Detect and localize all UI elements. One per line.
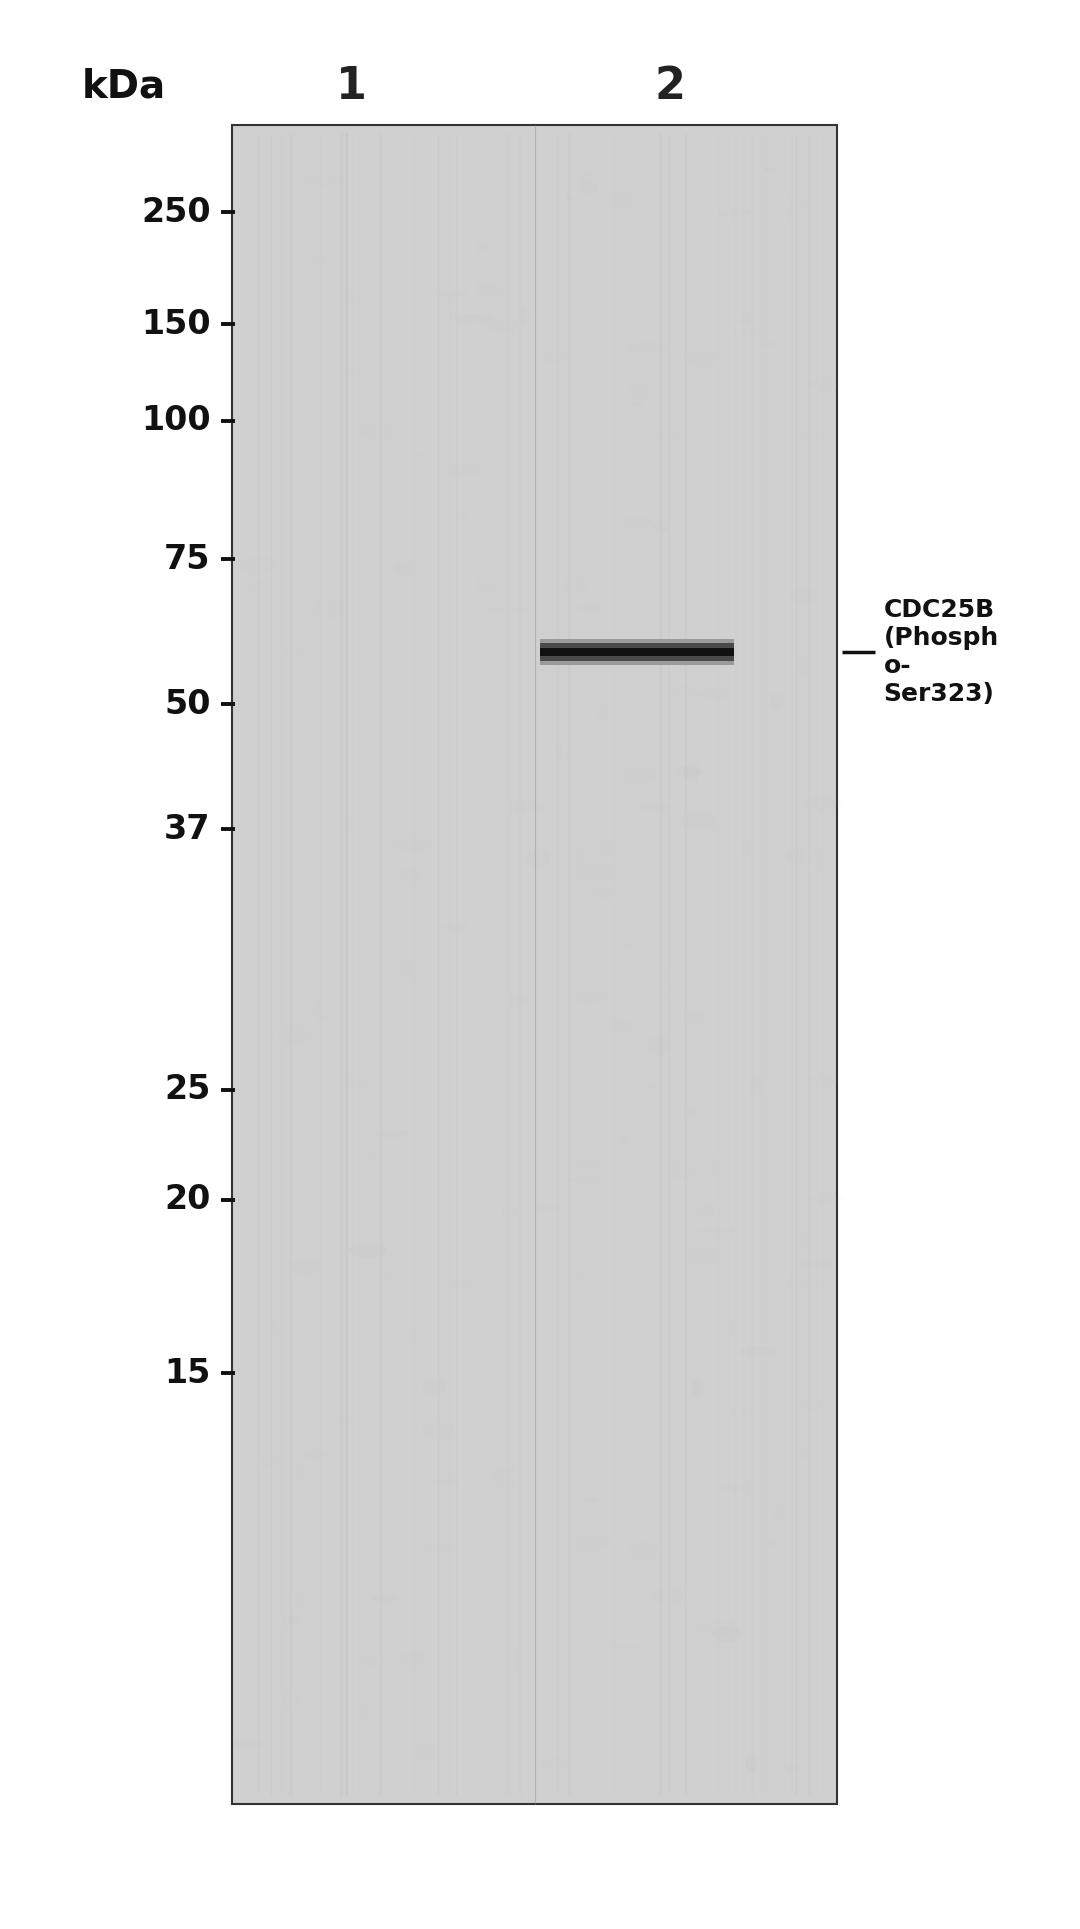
Text: kDa: kDa (82, 68, 166, 106)
Ellipse shape (785, 849, 804, 864)
Ellipse shape (711, 1626, 743, 1644)
Bar (540, 656, 734, 664)
Text: 2: 2 (654, 66, 685, 108)
Ellipse shape (232, 1738, 262, 1748)
Ellipse shape (740, 1346, 779, 1358)
Ellipse shape (509, 995, 528, 1007)
Ellipse shape (688, 1011, 706, 1022)
Ellipse shape (555, 743, 563, 760)
Text: 150: 150 (141, 307, 211, 341)
Text: 15: 15 (164, 1356, 211, 1391)
Ellipse shape (801, 430, 819, 442)
Text: 250: 250 (141, 195, 211, 230)
Ellipse shape (575, 864, 615, 882)
Text: 1: 1 (336, 66, 366, 108)
Ellipse shape (399, 868, 422, 882)
Ellipse shape (764, 168, 777, 172)
Ellipse shape (646, 1082, 657, 1090)
Text: 37: 37 (164, 812, 211, 847)
Ellipse shape (580, 170, 593, 185)
Text: 100: 100 (141, 403, 211, 438)
Text: 25: 25 (164, 1073, 211, 1107)
Text: 75: 75 (164, 542, 211, 577)
Ellipse shape (422, 1379, 447, 1395)
Ellipse shape (343, 1073, 366, 1088)
Ellipse shape (680, 812, 717, 829)
Ellipse shape (335, 287, 362, 305)
Ellipse shape (567, 1535, 609, 1551)
Ellipse shape (346, 368, 364, 378)
Text: 50: 50 (164, 687, 211, 721)
Ellipse shape (745, 1753, 757, 1771)
Ellipse shape (750, 1078, 764, 1096)
Ellipse shape (691, 1379, 703, 1397)
Bar (540, 638, 734, 664)
Ellipse shape (636, 804, 671, 810)
Ellipse shape (329, 822, 363, 829)
Bar (540, 640, 734, 642)
Bar (232, 125, 837, 1804)
Ellipse shape (282, 1688, 301, 1707)
Ellipse shape (802, 797, 841, 808)
Ellipse shape (796, 658, 811, 677)
Text: CDC25B
(Phosph
o-
Ser323): CDC25B (Phosph o- Ser323) (883, 598, 999, 706)
Bar (540, 640, 734, 648)
Text: 20: 20 (164, 1182, 211, 1217)
Bar (540, 662, 734, 664)
Ellipse shape (455, 314, 494, 322)
Ellipse shape (349, 1242, 387, 1258)
